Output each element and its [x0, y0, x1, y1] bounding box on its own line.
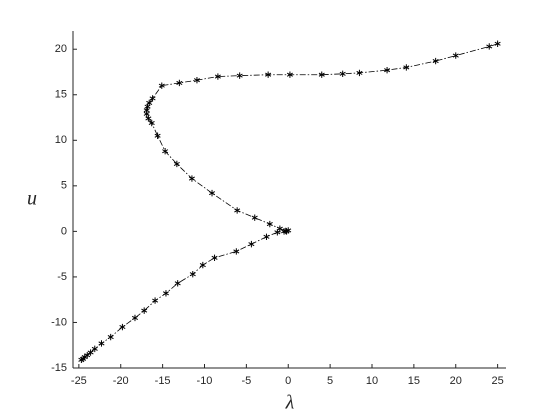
point [282, 227, 289, 235]
point [234, 207, 241, 214]
point [233, 248, 240, 255]
x-axis-label: λ [285, 392, 295, 414]
x-tick-label: -5 [241, 375, 251, 387]
point [162, 290, 169, 297]
x-tick-label: 20 [450, 375, 462, 387]
y-tick-label: -5 [57, 271, 67, 283]
point [173, 160, 180, 168]
x-tick-label: 25 [491, 375, 503, 387]
point [356, 69, 363, 77]
x-tick-label: 0 [285, 375, 291, 387]
y-tick-label: 10 [55, 134, 67, 146]
x-tick-label: -10 [197, 375, 213, 387]
point [432, 57, 439, 65]
x-tick-label: 15 [408, 375, 420, 387]
point [119, 323, 126, 331]
y-tick-label: -15 [51, 362, 67, 374]
x-tick-label: -20 [113, 375, 129, 387]
y-tick-label: 0 [61, 225, 67, 237]
point [265, 71, 272, 78]
point [189, 270, 196, 278]
point [162, 148, 169, 155]
point [494, 40, 501, 47]
y-tick-label: 15 [55, 89, 67, 101]
point [174, 280, 181, 287]
y-axis-label: u [27, 188, 37, 210]
point [146, 99, 153, 107]
point [384, 66, 391, 74]
point [248, 240, 255, 248]
x-tick-label: 10 [366, 375, 378, 387]
point [209, 189, 216, 197]
point [193, 76, 200, 84]
point [176, 79, 183, 87]
point [107, 333, 114, 341]
point [339, 70, 346, 78]
point [263, 233, 270, 241]
point [199, 261, 206, 269]
point [403, 64, 410, 71]
point [236, 72, 243, 79]
y-tick-label: -10 [51, 316, 67, 328]
point [152, 297, 159, 304]
point [143, 107, 150, 114]
point [318, 71, 325, 78]
point [276, 225, 283, 232]
point [158, 82, 165, 89]
x-tick-label: -25 [71, 375, 87, 387]
point [211, 254, 218, 261]
y-tick-label: 5 [61, 180, 67, 192]
point [452, 52, 459, 59]
point [154, 132, 161, 139]
point [214, 73, 221, 80]
point [131, 314, 138, 322]
point [251, 214, 258, 221]
point [149, 95, 156, 102]
point [188, 175, 195, 182]
point [486, 43, 493, 50]
point [98, 340, 105, 347]
y-tick-label: 20 [55, 43, 67, 55]
x-tick-label: -15 [155, 375, 171, 387]
point [84, 352, 91, 359]
point [148, 119, 155, 127]
point [286, 71, 293, 78]
point [141, 307, 148, 314]
point [87, 349, 94, 356]
point [145, 115, 152, 122]
point [266, 220, 273, 228]
x-tick-label: 5 [327, 375, 333, 387]
point [91, 345, 98, 353]
